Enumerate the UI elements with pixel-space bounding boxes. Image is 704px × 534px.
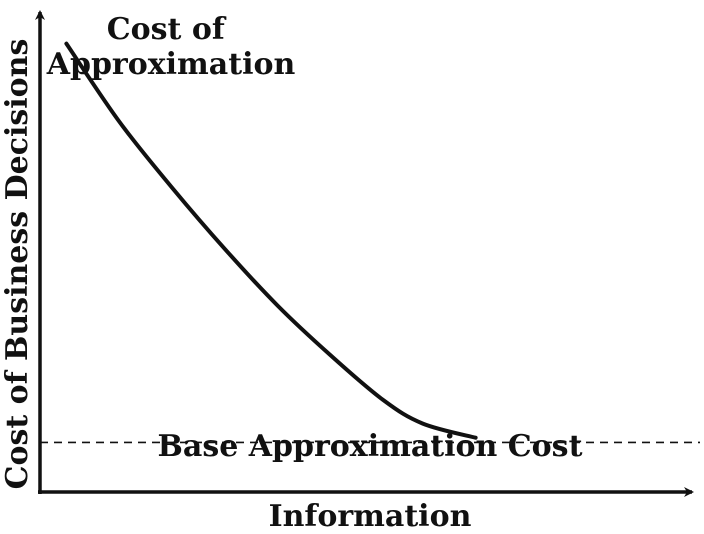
cost-of-approximation-curve (64, 41, 478, 440)
y-axis-label: Cost of Business Decisions (0, 39, 35, 490)
x-axis-label: Information (269, 499, 472, 534)
curve-annotation-line-2: Approximation (46, 47, 296, 82)
curve-annotation-line-1: Cost of (107, 12, 227, 47)
reference-line-label: Base Approximation Cost (158, 429, 583, 464)
curve-annotation: Cost of Approximation (46, 12, 296, 82)
